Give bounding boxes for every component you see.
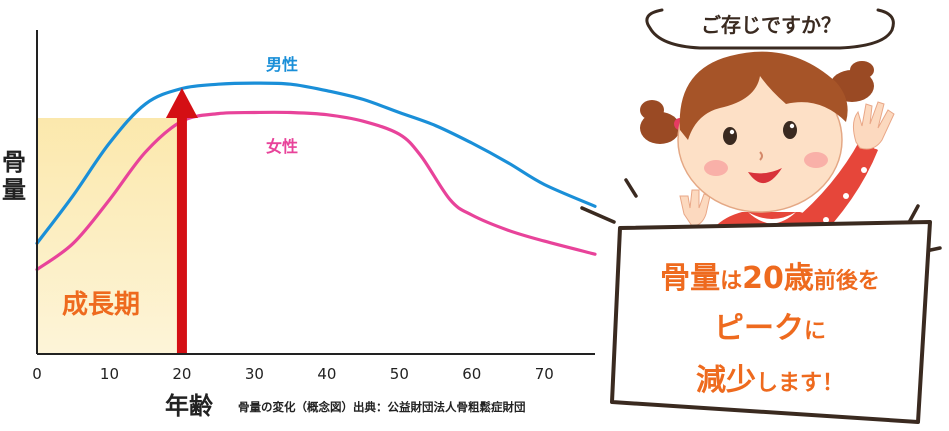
series-lines [35, 81, 597, 272]
series-label-1: 女性 [266, 137, 298, 156]
x-tick-label: 50 [390, 365, 409, 383]
x-tick-label: 20 [172, 365, 191, 383]
message-board [610, 220, 932, 424]
speech-bubble [645, 8, 895, 50]
series-label-0: 男性 [266, 55, 298, 74]
series-line-0 [35, 81, 597, 245]
growth-period-band [38, 118, 182, 353]
girl-hair [679, 51, 848, 140]
peak-arrow-shaft [176, 114, 187, 354]
x-axis-title: 年齢 [165, 392, 214, 420]
x-tick-label: 10 [100, 365, 119, 383]
x-tick-labels: 0 10 20 30 40 50 60 70 [32, 365, 554, 383]
sign-line-3: 減少します！ [696, 363, 844, 398]
girl-left-hand [679, 189, 711, 227]
sign-line-1: 骨量は20歳前後を [660, 261, 880, 296]
speech-bubble-text: ご存じですか？ [701, 13, 841, 37]
growth-period-label: 成長期 [62, 290, 140, 320]
y-axis-title: 骨量 [2, 148, 26, 204]
girl-mouth [748, 168, 782, 184]
series-line-1 [35, 110, 597, 272]
peak-arrow [165, 88, 198, 354]
girl-right-hand [852, 101, 895, 150]
x-tick-label: 60 [462, 365, 481, 383]
x-tick-label: 30 [245, 365, 264, 383]
source-caption: 骨量の変化（概念図）出典：公益財団法人骨粗鬆症財団 [238, 400, 526, 414]
x-tick-label: 0 [32, 365, 42, 383]
x-tick-label: 70 [535, 365, 554, 383]
x-tick-label: 40 [317, 365, 336, 383]
sign-line-2: ピークに [714, 311, 826, 346]
peak-arrow-head [165, 88, 198, 118]
